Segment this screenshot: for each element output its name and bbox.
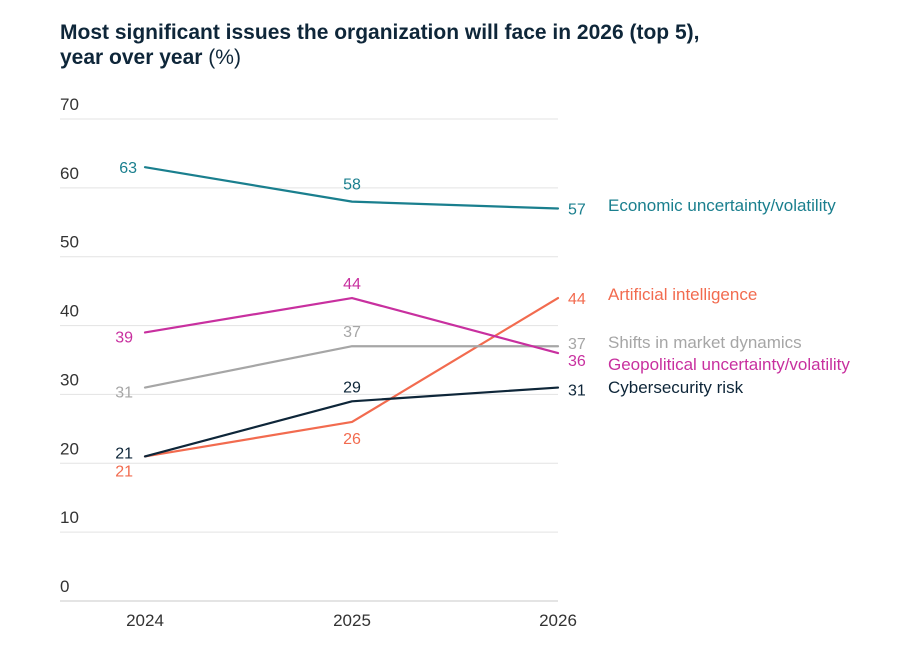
x-axis: 2024 2025 2026 — [126, 611, 577, 630]
y-tick-label: 50 — [60, 233, 79, 252]
y-tick-label: 10 — [60, 508, 79, 527]
data-label: 36 — [568, 353, 586, 370]
x-tick-label: 2026 — [539, 611, 577, 630]
data-label: 31 — [115, 385, 133, 402]
data-label: 39 — [115, 329, 133, 346]
y-tick-label: 0 — [60, 577, 69, 596]
y-tick-label: 40 — [60, 302, 79, 321]
data-label: 44 — [343, 276, 361, 293]
x-tick-label: 2025 — [333, 611, 371, 630]
data-label: 31 — [568, 383, 586, 400]
series-name-label: Economic uncertainty/volatility — [608, 196, 836, 215]
data-label: 26 — [343, 431, 361, 448]
data-label: 44 — [568, 291, 586, 308]
y-tick-label: 20 — [60, 439, 79, 458]
y-tick-label: 70 — [60, 95, 79, 114]
chart-title-line1: Most significant issues the organization… — [60, 21, 700, 44]
grid — [60, 118, 558, 602]
series-name-label: Artificial intelligence — [608, 285, 757, 304]
data-label: 29 — [343, 379, 361, 396]
data-label: 37 — [343, 324, 361, 341]
data-labels: 63 58 57 21 26 44 31 37 37 39 44 36 21 29 31 — [115, 160, 586, 480]
series-name-label: Shifts in market dynamics — [608, 333, 802, 352]
data-label: 21 — [115, 463, 133, 480]
y-tick-label: 60 — [60, 164, 79, 183]
series-lines — [143, 166, 560, 458]
data-label: 21 — [115, 445, 133, 462]
series-line — [143, 345, 560, 389]
data-label: 58 — [343, 177, 361, 194]
series-line — [143, 296, 560, 355]
series-line — [143, 296, 560, 458]
y-tick-label: 30 — [60, 370, 79, 389]
data-label: 57 — [568, 202, 586, 219]
series-labels: Economic uncertainty/volatility Artificia… — [608, 196, 850, 397]
series-line — [143, 166, 560, 210]
x-tick-label: 2024 — [126, 611, 164, 630]
series-name-label: Geopolitical uncertainty/volatility — [608, 355, 850, 374]
series-line — [143, 386, 560, 458]
y-axis: 0 10 20 30 40 50 60 70 — [60, 95, 79, 596]
data-label: 63 — [119, 160, 137, 177]
chart-title-line2: year over year — [60, 46, 203, 69]
chart-title-unit: (%) — [208, 46, 241, 69]
data-label: 37 — [568, 336, 586, 353]
series-name-label: Cybersecurity risk — [608, 378, 744, 397]
chart-title: Most significant issues the organization… — [60, 20, 880, 70]
